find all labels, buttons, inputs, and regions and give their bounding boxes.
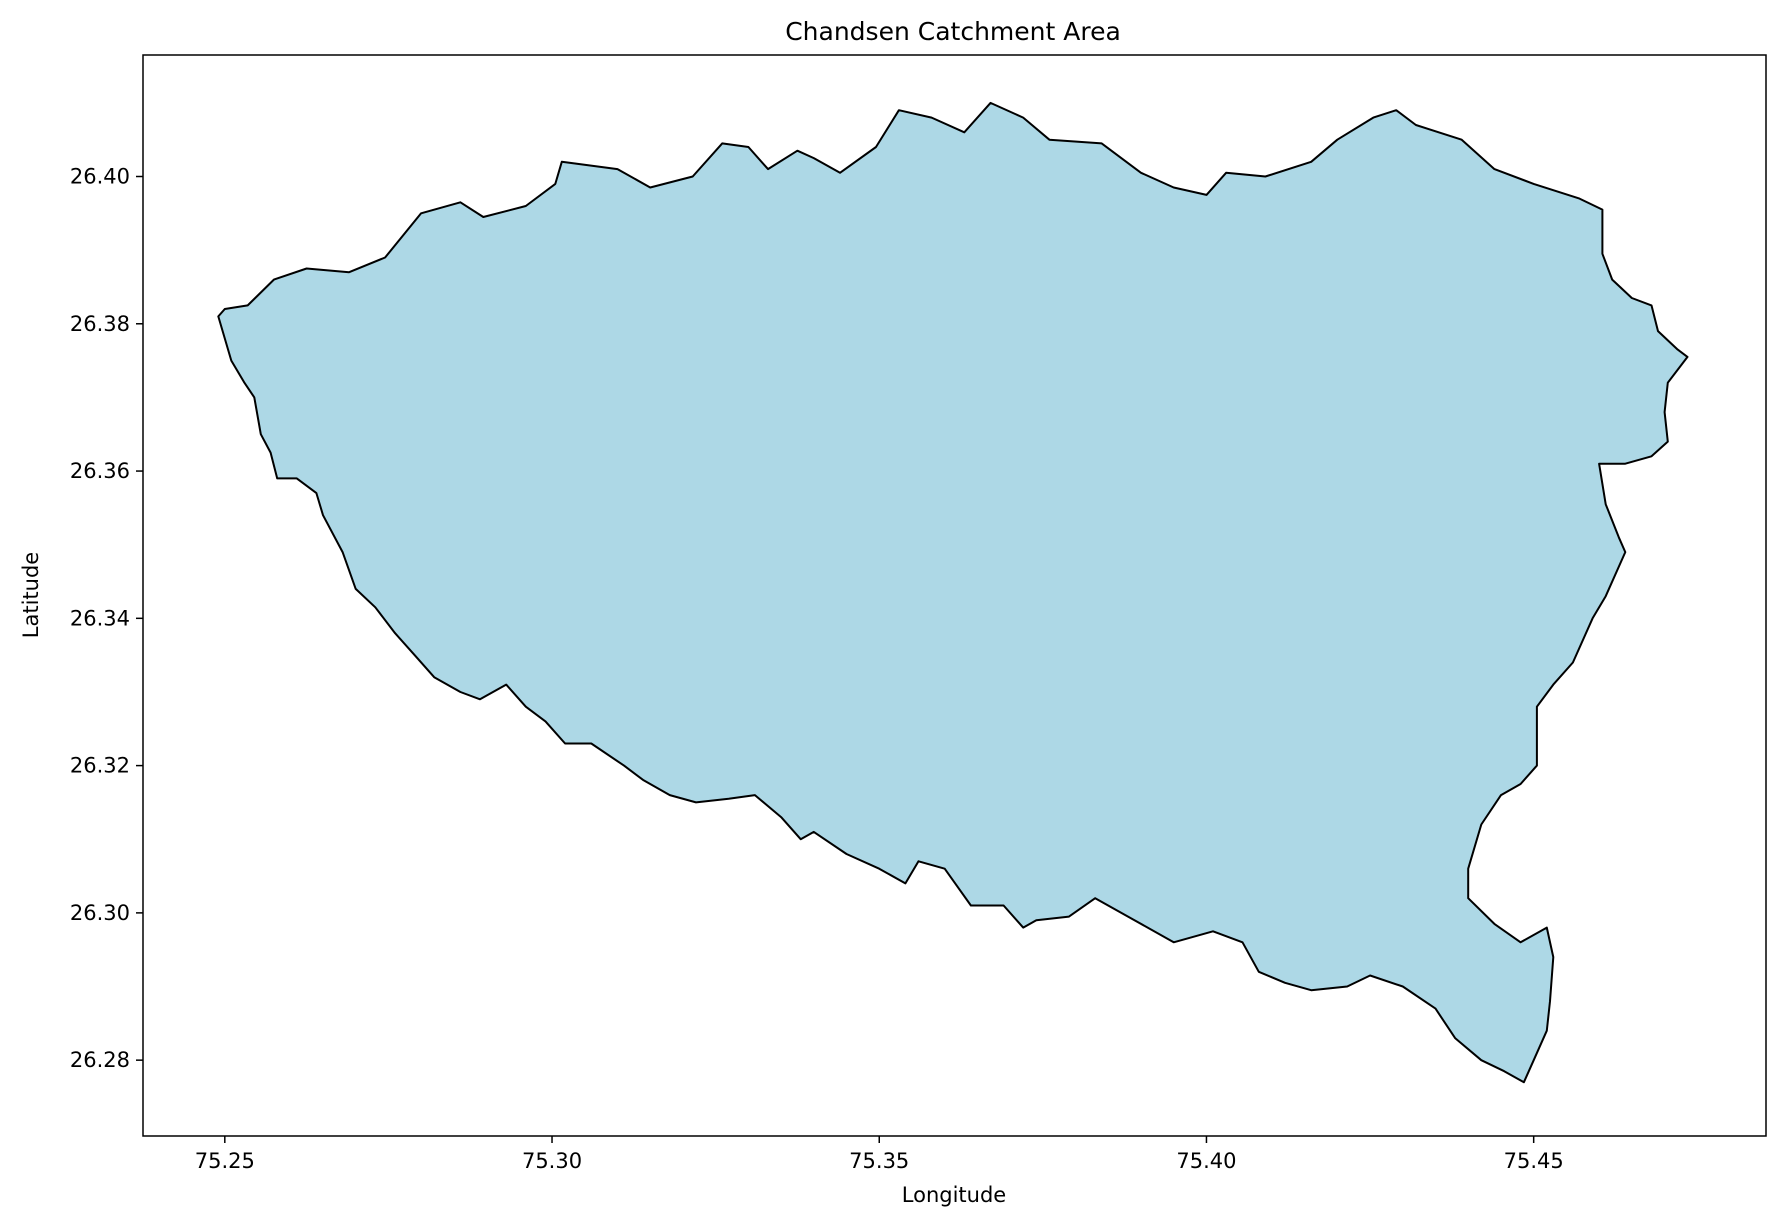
catchment-polygon <box>217 101 1689 1084</box>
x-tick-label: 75.40 <box>1176 1149 1236 1173</box>
chart-title: Chandsen Catchment Area <box>785 17 1121 46</box>
y-tick-label: 26.30 <box>70 901 130 925</box>
y-tick-label: 26.40 <box>70 165 130 189</box>
x-tick-label: 75.35 <box>849 1149 909 1173</box>
y-axis: 26.28 26.30 26.32 26.34 26.36 26.38 26.40 <box>70 165 143 1072</box>
x-tick-label: 75.25 <box>195 1149 255 1173</box>
x-tick-label: 75.30 <box>522 1149 582 1173</box>
y-tick-label: 26.38 <box>70 312 130 336</box>
x-axis: 75.25 75.30 75.35 75.40 75.45 <box>195 1136 1564 1173</box>
plot-frame <box>142 54 1767 1137</box>
y-tick-label: 26.36 <box>70 459 130 483</box>
x-axis-label: Longitude <box>902 1183 1006 1207</box>
y-tick-label: 26.28 <box>70 1048 130 1072</box>
plot-area <box>142 54 1767 1137</box>
x-tick-label: 75.45 <box>1504 1149 1564 1173</box>
y-axis-label: Latitude <box>19 552 43 638</box>
y-tick-label: 26.32 <box>70 754 130 778</box>
y-tick-label: 26.34 <box>70 606 130 630</box>
